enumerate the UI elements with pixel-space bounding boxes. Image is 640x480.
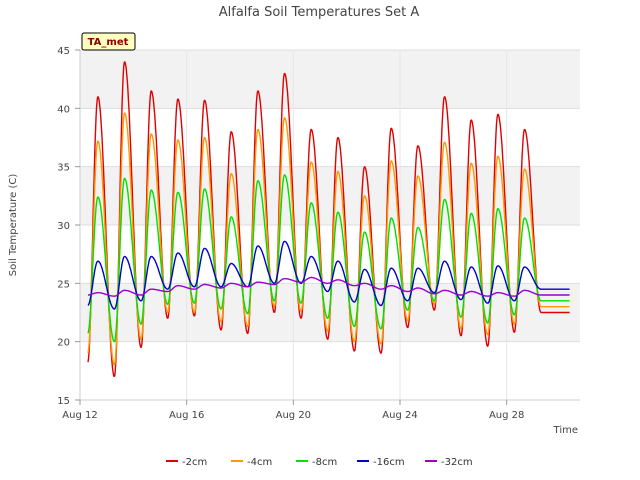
x-tick-label: Aug 20 [276, 410, 311, 421]
y-axis-label: Soil Temperature (C) [8, 174, 19, 277]
y-tick-label: 45 [57, 46, 70, 57]
series-line-minus-8cm [87, 174, 570, 343]
legend-label: -4cm [247, 457, 272, 468]
y-axis-ticks: 15 20 25 30 35 40 45 [57, 46, 80, 407]
x-tick-label: Aug 24 [382, 410, 417, 421]
plot-band [80, 341, 580, 400]
series-line-minus-16cm [87, 240, 570, 310]
y-tick-label: 15 [57, 396, 70, 407]
x-tick-label: Aug 16 [169, 410, 204, 421]
badge-label: TA_met [88, 37, 129, 48]
ta-met-badge: TA_met [81, 32, 136, 51]
series-line-minus-32cm [87, 276, 570, 297]
x-axis-label: Time [553, 425, 578, 436]
y-tick-label: 20 [57, 338, 70, 349]
series-line-minus-4cm [87, 112, 570, 366]
legend: -2cm -4cm -8cm -16cm -32cm [166, 457, 473, 468]
series-line-minus-2cm [87, 61, 570, 378]
y-tick-label: 35 [57, 163, 70, 174]
badge-box [81, 32, 136, 51]
x-tick-label: Aug 12 [62, 410, 97, 421]
y-tick-label: 40 [57, 104, 70, 115]
legend-label: -32cm [441, 457, 473, 468]
x-tick-label: Aug 28 [489, 410, 524, 421]
chart-title: Alfalfa Soil Temperatures Set A [219, 5, 420, 20]
plot-band [80, 50, 580, 109]
y-tick-label: 25 [57, 279, 70, 290]
x-axis-ticks: Aug 12 Aug 16 Aug 20 Aug 24 Aug 28 [62, 400, 524, 421]
series-lines [87, 61, 570, 378]
legend-label: -8cm [312, 457, 337, 468]
y-tick-label: 30 [57, 221, 70, 232]
legend-label: -2cm [182, 457, 207, 468]
legend-label: -16cm [373, 457, 405, 468]
